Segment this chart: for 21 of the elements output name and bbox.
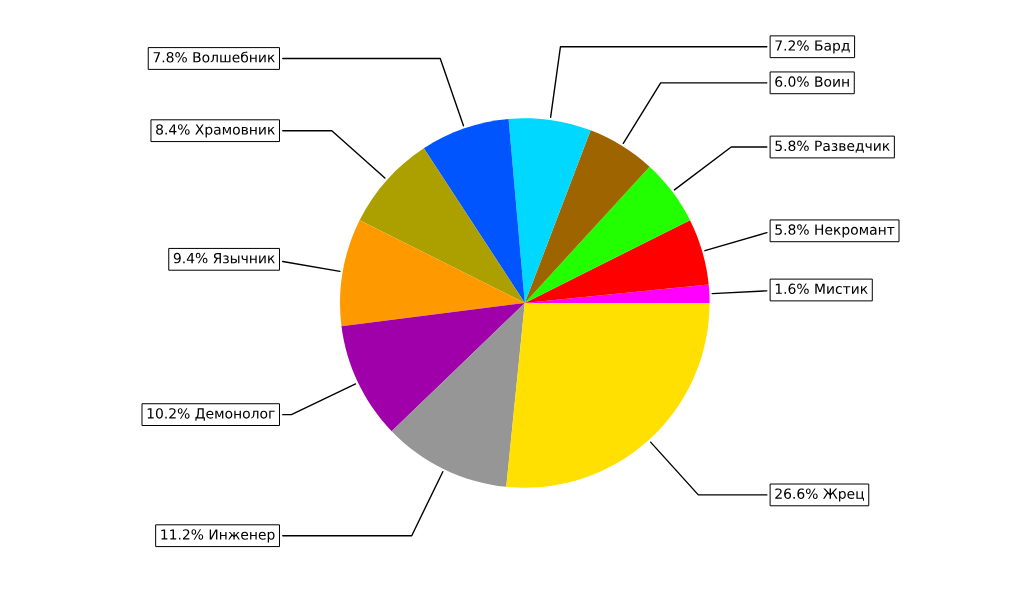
slice-label: 5.8% Разведчик [775, 140, 890, 153]
pie-slice [524, 130, 650, 303]
slice-label: 7.2% Бард [775, 40, 850, 54]
pie-slice [423, 118, 525, 303]
pie-slice [359, 148, 525, 303]
pie-slice [391, 303, 525, 487]
slice-label: 11.2% Инженер [161, 529, 275, 543]
pie-slice [524, 166, 690, 303]
slice-label: 8.4% Храмовник [156, 124, 275, 138]
slice-label: 26.6% Жрец [775, 488, 864, 502]
slice-label: 10.2% Демонолог [147, 408, 275, 421]
pie-slice [340, 220, 525, 327]
pie-slice [341, 303, 525, 432]
slice-label: 7.8% Волшебник [153, 51, 275, 63]
pie-slice [506, 303, 710, 488]
pie-slice [524, 220, 709, 303]
pie-slice [508, 118, 591, 303]
slice-label: 5.8% Некромант [775, 224, 895, 238]
slice-label: 9.4% Язычник [173, 252, 275, 264]
slice-label: 1.6% Мистик [775, 283, 868, 295]
slice-label: 6.0% Воин [775, 76, 849, 87]
